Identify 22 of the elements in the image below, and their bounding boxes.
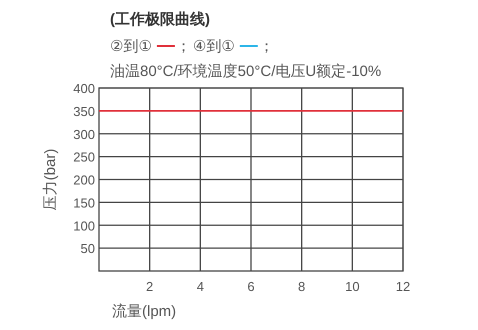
- legend-label: ④到①: [192, 38, 235, 55]
- annotation: ；: [176, 38, 191, 55]
- ytick: 100: [73, 218, 95, 234]
- ytick: 250: [73, 150, 95, 165]
- ytick: 300: [73, 126, 95, 142]
- ytick: 200: [73, 172, 95, 188]
- xtick: 2: [146, 279, 154, 294]
- xtick: 8: [298, 279, 306, 294]
- title: (工作极限曲线): [110, 11, 210, 28]
- xtick: 6: [247, 279, 255, 294]
- legend-label: ②到①: [110, 38, 152, 55]
- ylabel: 压力(bar): [42, 148, 59, 210]
- xtick: 10: [345, 279, 360, 294]
- xlabel: 流量(lpm): [112, 303, 176, 320]
- ytick: 50: [80, 241, 95, 256]
- ytick: 400: [73, 81, 95, 96]
- ytick: 150: [73, 195, 95, 210]
- xtick: 4: [196, 279, 204, 294]
- ytick: 350: [73, 104, 95, 119]
- annotation: ；: [258, 38, 274, 55]
- xtick: 12: [396, 279, 410, 294]
- subtitle: 油温80°C/环境温度50°C/电压U额定-10%: [110, 63, 382, 80]
